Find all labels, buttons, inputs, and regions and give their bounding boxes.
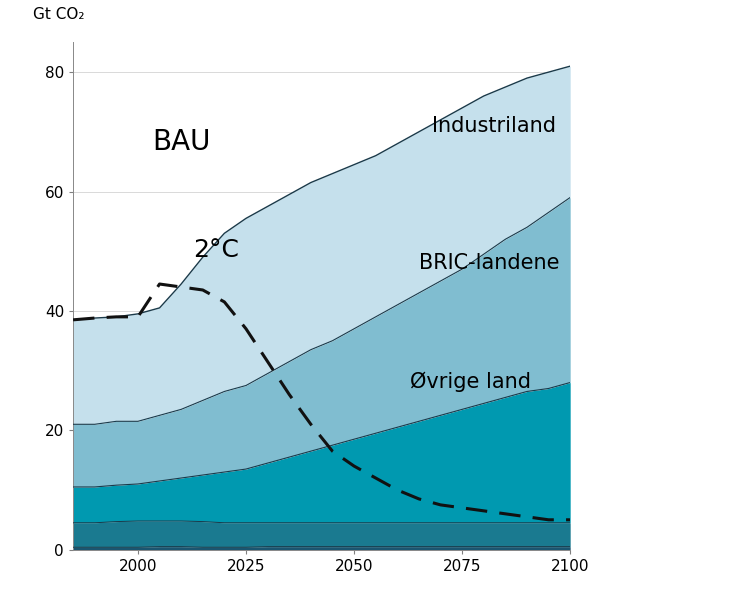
Text: Gt CO₂: Gt CO₂ (34, 7, 85, 22)
Text: BAU: BAU (152, 127, 211, 156)
Text: 2°C: 2°C (193, 238, 239, 262)
Text: Øvrige land: Øvrige land (410, 372, 531, 393)
Text: Industriland: Industriland (432, 116, 556, 136)
Text: BRIC-landene: BRIC-landene (419, 253, 559, 273)
